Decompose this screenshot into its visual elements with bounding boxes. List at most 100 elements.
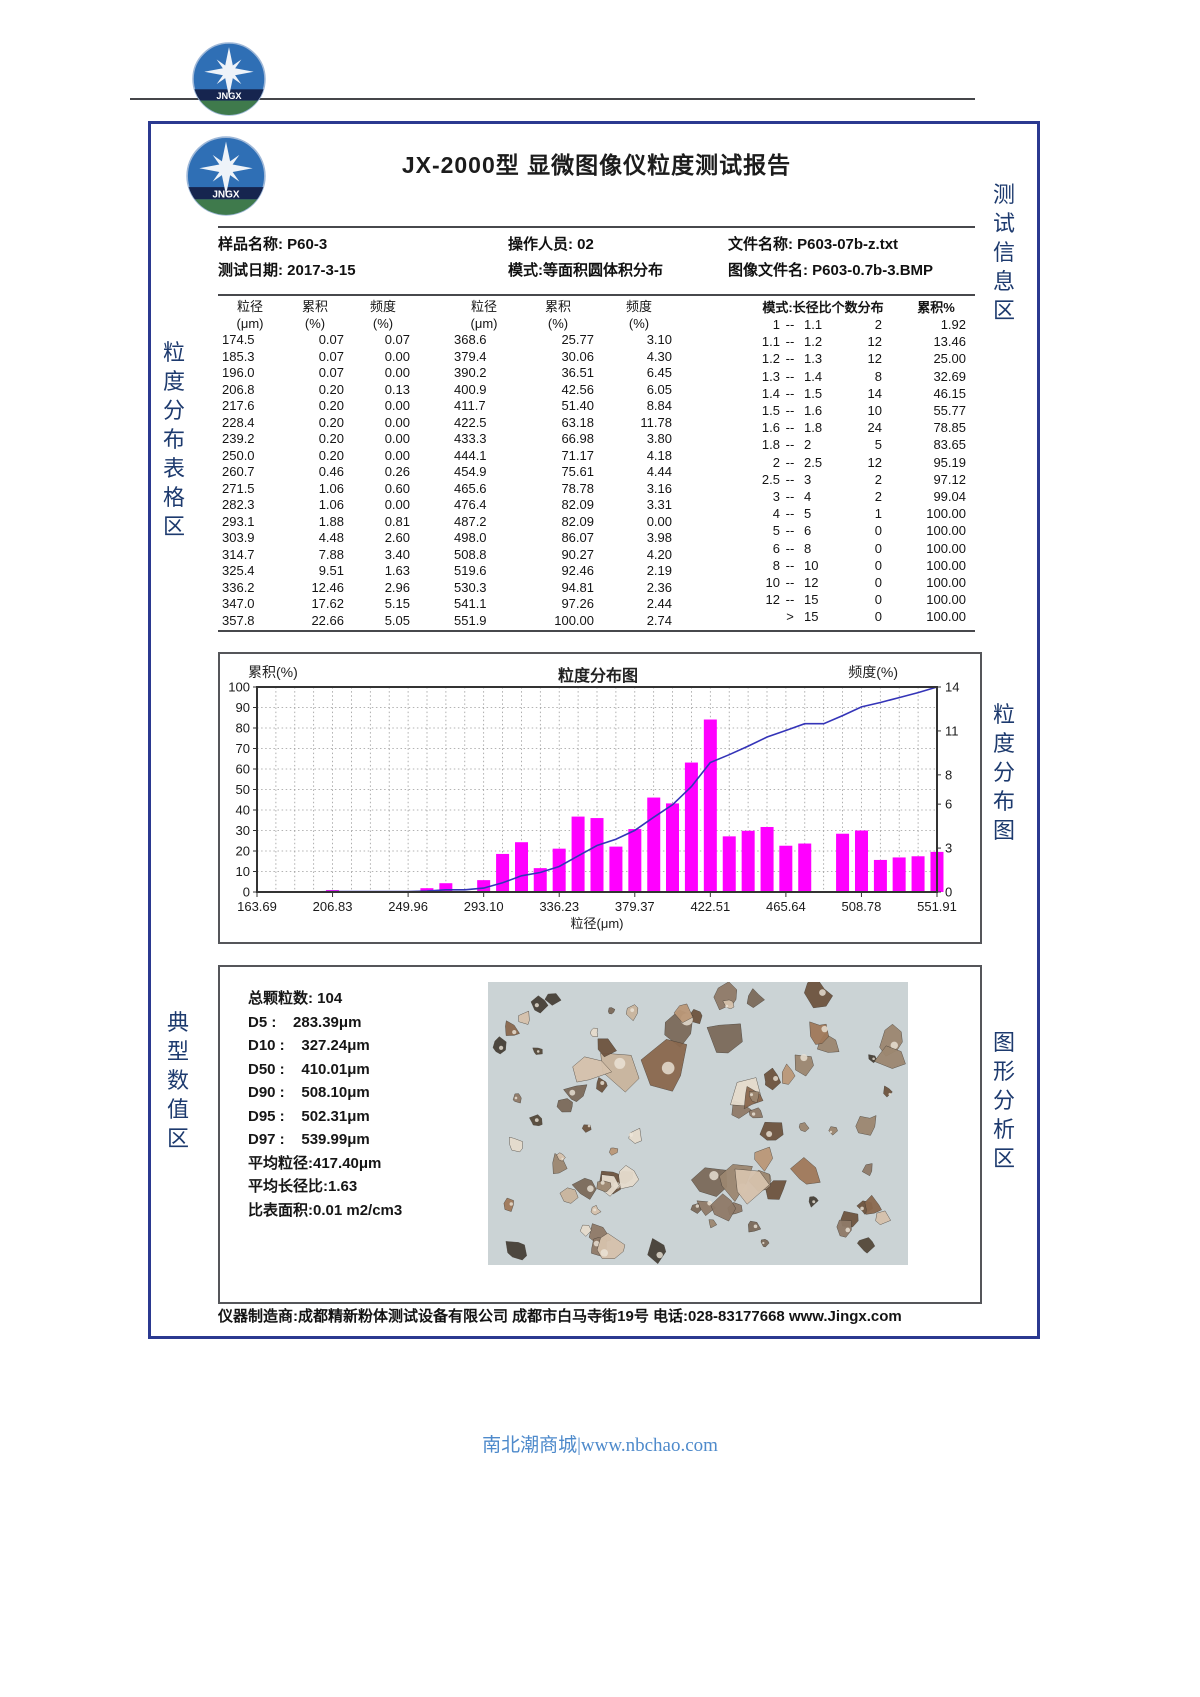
ratio-cell: -- bbox=[785, 592, 795, 608]
cumulative-cell: 0.20 bbox=[318, 431, 344, 446]
section-label-values-area: 典型数值区 bbox=[164, 1008, 192, 1153]
particle bbox=[746, 988, 765, 1008]
cumulative-cell: 9.51 bbox=[318, 563, 344, 578]
particle bbox=[875, 1210, 891, 1225]
left-axis-label: 累积(%) bbox=[248, 664, 298, 680]
ratio-cell: 2.5 bbox=[804, 454, 823, 470]
size-cell: 400.9 bbox=[454, 381, 487, 397]
ratio-cell: -- bbox=[785, 437, 795, 453]
left-tick-label: 0 bbox=[243, 885, 250, 900]
frequency-cell: 0.00 bbox=[384, 447, 410, 463]
cumulative-cell: 17.62 bbox=[311, 596, 344, 611]
particle bbox=[563, 1084, 588, 1102]
particle-highlight bbox=[499, 1045, 504, 1050]
chart-header: 累积(%) 粒度分布图 频度(%) bbox=[220, 662, 976, 685]
particle-highlight bbox=[888, 1092, 892, 1096]
frequency-cell: 0.60 bbox=[384, 480, 410, 496]
ratio-cell: 10 bbox=[804, 557, 819, 573]
particle bbox=[781, 1063, 796, 1085]
section-label-char: 图 bbox=[992, 1030, 1015, 1055]
ratio-cell: 100.00 bbox=[926, 609, 966, 625]
ratio-table-header: 模式:长径比个数分布 bbox=[762, 300, 884, 315]
frequency-bar bbox=[420, 888, 434, 892]
ratio-cell: 3 bbox=[772, 489, 780, 505]
particle-highlight bbox=[600, 1080, 605, 1085]
particle bbox=[706, 1023, 743, 1054]
ratio-cell: 0 bbox=[874, 523, 882, 539]
ratio-cell: 24 bbox=[867, 420, 882, 436]
cumulative-cell: 71.17 bbox=[561, 447, 594, 463]
ratio-cell: -- bbox=[785, 368, 795, 384]
frequency-cell: 4.44 bbox=[646, 464, 672, 479]
section-label-char: 型 bbox=[166, 1039, 189, 1064]
size-cell: 336.2 bbox=[222, 579, 255, 595]
section-label-char: 信 bbox=[992, 240, 1015, 265]
size-cell: 487.2 bbox=[454, 513, 487, 529]
size-cell: 411.7 bbox=[454, 398, 486, 413]
cumulative-cell: 66.98 bbox=[561, 431, 594, 446]
left-tick-label: 50 bbox=[236, 782, 250, 797]
ratio-cell: 1.5 bbox=[804, 385, 823, 401]
left-tick-label: 70 bbox=[236, 741, 250, 756]
frequency-bar bbox=[892, 857, 906, 892]
frequency-cell: 0.13 bbox=[384, 381, 410, 397]
ratio-cell: 100.00 bbox=[926, 575, 966, 591]
particle-highlight bbox=[695, 1204, 700, 1208]
info-field: 操作人员: 02 bbox=[508, 236, 594, 253]
cumulative-cell: 86.07 bbox=[561, 530, 594, 545]
typical-value-line: D97 : 539.99μm bbox=[248, 1131, 370, 1148]
size-cell: 476.4 bbox=[454, 497, 487, 512]
column-header: 粒径 (μm) bbox=[236, 299, 264, 331]
ratio-cell: 1.1 bbox=[761, 334, 780, 350]
cumulative-cell: 90.27 bbox=[561, 546, 594, 562]
cumulative-cell: 78.78 bbox=[561, 480, 594, 496]
report-title: JX-2000型 显微图像仪粒度测试报告 bbox=[401, 152, 792, 178]
ratio-cell: 1.92 bbox=[940, 317, 966, 332]
cumulative-cell: 0.07 bbox=[318, 348, 344, 364]
particle bbox=[883, 1085, 893, 1098]
size-cell: 541.1 bbox=[454, 596, 487, 611]
ratio-cell: 1.2 bbox=[761, 351, 780, 367]
frequency-bar bbox=[798, 843, 812, 892]
section-label-char: 区 bbox=[992, 1146, 1015, 1171]
right-tick-label: 14 bbox=[945, 682, 959, 695]
frequency-cell: 5.15 bbox=[384, 596, 410, 611]
section-label-graphic-area: 图形分析区 bbox=[990, 1028, 1018, 1173]
section-label-char: 息 bbox=[992, 269, 1015, 294]
particle-highlight bbox=[534, 1003, 539, 1008]
section-label-char: 粒 bbox=[162, 340, 185, 365]
info-field: 文件名称: P603-07b-z.txt bbox=[728, 236, 899, 253]
frequency-cell: 3.98 bbox=[646, 530, 672, 545]
cumulative-cell: 0.20 bbox=[318, 447, 344, 463]
size-cell: 314.7 bbox=[222, 546, 255, 562]
particle bbox=[836, 1219, 852, 1238]
distribution-chart-panel: 累积(%) 粒度分布图 频度(%) 0 10 20 30 40 50 60 70 80 90 100… bbox=[218, 652, 982, 944]
frequency-bar bbox=[665, 803, 679, 892]
size-cell: 303.9 bbox=[222, 530, 255, 545]
particle-highlight bbox=[514, 1096, 518, 1100]
frequency-cell: 4.20 bbox=[646, 546, 672, 562]
size-cell: 368.6 bbox=[454, 332, 487, 347]
ratio-cell: -- bbox=[785, 403, 795, 419]
cumulative-cell: 1.88 bbox=[318, 513, 344, 529]
cumulative-cell: 0.07 bbox=[318, 332, 344, 347]
particle bbox=[754, 1146, 773, 1172]
frequency-cell: 3.16 bbox=[646, 480, 672, 496]
section-label-char: 值 bbox=[166, 1097, 189, 1122]
size-cell: 433.3 bbox=[454, 431, 487, 446]
ratio-cell: 12 bbox=[867, 351, 882, 367]
section-label-char: 表 bbox=[162, 456, 185, 481]
cumulative-cell: 12.46 bbox=[311, 579, 344, 595]
frequency-bar bbox=[703, 719, 717, 892]
frequency-bar bbox=[515, 842, 529, 892]
cumulative-cell: 25.77 bbox=[561, 332, 594, 347]
ratio-cell: -- bbox=[785, 317, 795, 332]
x-tick-label: 422.51 bbox=[690, 899, 730, 914]
particle-highlight bbox=[587, 1185, 594, 1192]
ratio-cell: 1.4 bbox=[804, 368, 823, 384]
section-label-char: 区 bbox=[166, 1126, 189, 1151]
frequency-cell: 2.74 bbox=[646, 612, 672, 628]
ratio-cell: 1.4 bbox=[761, 385, 780, 401]
cumulative-cell: 22.66 bbox=[311, 612, 344, 628]
right-axis-label: 频度(%) bbox=[848, 664, 898, 680]
